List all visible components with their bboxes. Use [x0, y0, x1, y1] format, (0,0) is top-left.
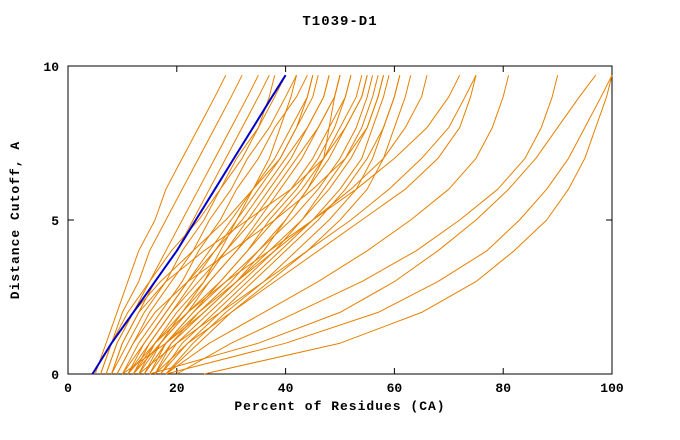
series-model-02	[100, 74, 243, 375]
series-model-24	[165, 75, 412, 375]
series-model-07	[121, 74, 308, 375]
series-target-highlight	[91, 74, 287, 375]
y-axis-label: Distance Cutoff, A	[8, 140, 23, 300]
series-model-14	[138, 75, 352, 375]
series-model-28	[105, 75, 314, 375]
series-model-27	[116, 75, 384, 375]
series-model-30	[132, 75, 297, 375]
series-model-23	[165, 75, 401, 375]
series-model-03	[105, 74, 259, 375]
chart-title: T1039-D1	[302, 14, 378, 30]
x-tick-label: 20	[169, 381, 185, 396]
x-tick-label: 80	[495, 381, 511, 396]
series-model-32	[154, 75, 477, 375]
series-model-12	[132, 75, 341, 375]
y-tick-label: 5	[51, 214, 59, 229]
series-model-01	[94, 74, 227, 375]
series-model-29	[100, 75, 276, 375]
series-model-39	[127, 74, 461, 375]
series-model-26	[111, 75, 368, 375]
series-model-35	[149, 74, 597, 375]
series-model-38	[138, 74, 477, 375]
y-tick-label: 0	[51, 368, 59, 383]
series-model-09	[127, 75, 319, 375]
x-axis-label: Percent of Residues (CA)	[234, 399, 446, 414]
series-model-13	[138, 75, 341, 375]
series-model-05	[111, 74, 287, 375]
series-model-36	[165, 74, 613, 375]
series-model-15	[143, 75, 352, 375]
series-model-11	[132, 75, 330, 375]
x-tick-label: 40	[278, 381, 294, 396]
x-tick-label: 0	[64, 381, 72, 396]
x-tick-label: 60	[387, 381, 403, 396]
series-model-33	[165, 75, 510, 375]
x-tick-label: 100	[600, 381, 624, 396]
series-model-34	[176, 75, 559, 375]
series-model-37	[203, 75, 613, 375]
series-model-25	[122, 75, 341, 375]
y-tick-label: 10	[43, 60, 59, 75]
series-model-18	[149, 75, 374, 375]
series-model-06	[116, 74, 297, 375]
